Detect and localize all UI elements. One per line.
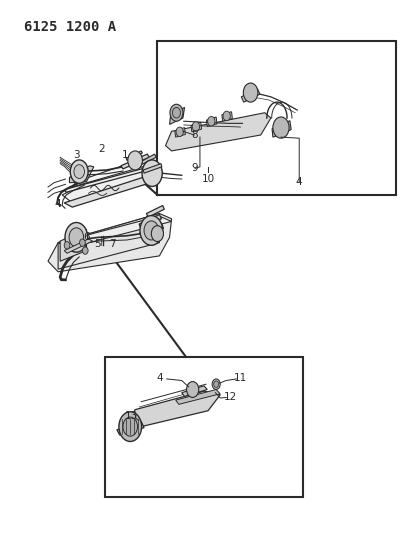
Text: 4: 4 [54,199,61,209]
Polygon shape [69,166,94,183]
Circle shape [128,151,142,170]
Circle shape [144,221,159,240]
Polygon shape [141,154,156,164]
Polygon shape [206,117,217,126]
Circle shape [223,111,231,120]
Circle shape [170,104,183,121]
Polygon shape [126,151,142,160]
Polygon shape [64,167,151,192]
Circle shape [173,108,180,118]
Circle shape [64,241,70,249]
Text: 5: 5 [94,239,101,249]
Polygon shape [191,122,202,132]
Bar [105,357,303,497]
Polygon shape [58,214,160,269]
Text: 8: 8 [191,130,197,140]
Polygon shape [117,421,144,435]
Polygon shape [170,108,184,124]
Text: 6125 1200 A: 6125 1200 A [24,20,116,34]
Circle shape [65,222,88,252]
Circle shape [243,83,258,102]
Circle shape [151,225,164,241]
Circle shape [208,116,215,126]
Polygon shape [60,229,86,261]
Text: 2: 2 [99,144,105,154]
Text: 4: 4 [296,176,303,187]
Circle shape [82,247,88,254]
Text: 12: 12 [224,392,237,402]
Text: 4: 4 [156,373,163,383]
Circle shape [119,412,142,441]
Circle shape [140,216,163,245]
Polygon shape [64,175,157,207]
Circle shape [123,417,137,436]
Circle shape [142,160,162,187]
Polygon shape [72,158,155,187]
Text: 3: 3 [73,150,80,160]
Polygon shape [272,120,291,137]
Polygon shape [140,223,164,237]
Polygon shape [139,215,162,228]
Circle shape [69,228,84,247]
Text: 10: 10 [202,174,215,184]
Circle shape [214,381,219,387]
Polygon shape [166,113,271,151]
Circle shape [273,117,289,138]
Polygon shape [58,216,172,248]
Polygon shape [143,164,162,173]
Circle shape [70,160,88,183]
Text: 6: 6 [83,232,90,242]
Text: 13: 13 [124,411,137,421]
Polygon shape [48,214,172,272]
Polygon shape [175,390,220,405]
Circle shape [186,382,199,398]
Polygon shape [175,127,185,137]
Circle shape [74,165,84,179]
Polygon shape [182,386,207,397]
Circle shape [80,239,85,246]
Circle shape [192,122,200,131]
Polygon shape [146,206,164,217]
Circle shape [212,379,220,390]
Polygon shape [222,112,233,121]
Bar [157,41,397,195]
Circle shape [176,127,183,136]
Text: 11: 11 [234,373,247,383]
Polygon shape [64,239,93,253]
Polygon shape [241,89,260,102]
Polygon shape [62,160,157,203]
Polygon shape [121,154,149,169]
Text: 7: 7 [109,239,116,249]
Text: 1: 1 [122,150,128,160]
Text: 9: 9 [191,164,197,173]
Polygon shape [129,391,220,426]
